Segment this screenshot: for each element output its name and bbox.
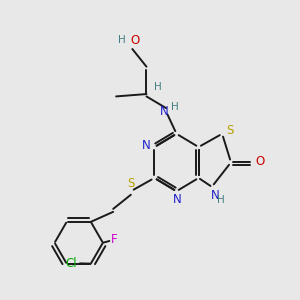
Text: H: H xyxy=(171,102,178,112)
Text: H: H xyxy=(218,195,225,205)
Text: O: O xyxy=(131,34,140,47)
Text: N: N xyxy=(210,188,219,202)
Text: H: H xyxy=(154,82,161,92)
Text: Cl: Cl xyxy=(66,256,77,270)
Text: N: N xyxy=(142,140,151,152)
Text: H: H xyxy=(118,35,126,45)
Text: S: S xyxy=(226,124,233,137)
Text: N: N xyxy=(160,105,169,118)
Text: S: S xyxy=(127,177,134,190)
Text: N: N xyxy=(172,193,181,206)
Text: O: O xyxy=(255,155,265,168)
Text: F: F xyxy=(111,233,118,246)
